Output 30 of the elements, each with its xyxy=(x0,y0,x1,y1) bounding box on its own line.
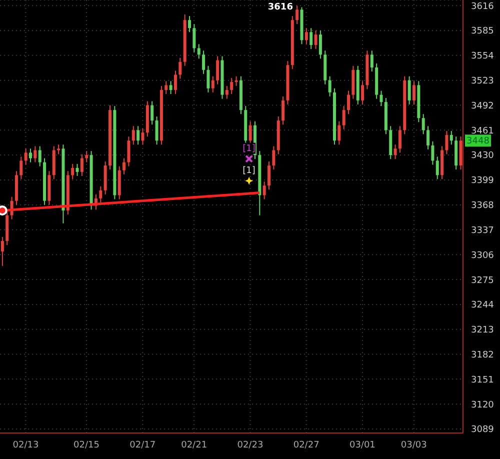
y-tick-label: 3492 xyxy=(471,101,494,112)
x-tick-label: 02/23 xyxy=(237,440,264,450)
x-tick-label: 03/01 xyxy=(349,440,376,450)
y-tick-label: 3182 xyxy=(471,350,494,360)
y-tick-label: 3554 xyxy=(471,52,494,62)
y-tick-label: 3523 xyxy=(471,76,494,87)
x-tick-label: 03/03 xyxy=(400,440,427,450)
annotation: [1] xyxy=(242,166,256,176)
x-tick-label: 02/17 xyxy=(130,440,156,450)
y-tick-label: 3151 xyxy=(471,375,494,386)
x-tick-label: 02/13 xyxy=(12,440,39,450)
x-tick-label: 02/15 xyxy=(74,440,100,450)
y-tick-label: 3368 xyxy=(471,201,494,212)
x-tick-label: 02/27 xyxy=(293,440,320,450)
x-tick-label: 02/21 xyxy=(181,440,208,450)
y-tick-label: 3585 xyxy=(471,26,494,37)
y-tick-label: 3213 xyxy=(471,326,494,336)
y-tick-label: 3120 xyxy=(471,400,494,410)
y-tick-label: 3089 xyxy=(471,425,494,436)
y-tick-label: 3399 xyxy=(471,176,494,186)
y-tick-label: 3616 xyxy=(471,2,494,12)
text: 3448 xyxy=(466,136,490,147)
y-tick-label: 3306 xyxy=(471,250,494,261)
y-tick-label: 3275 xyxy=(471,276,494,286)
y-tick-label: 3244 xyxy=(471,300,494,311)
annotation: [1] xyxy=(242,144,256,154)
y-tick-label: 3337 xyxy=(471,226,494,236)
y-tick-label: 3430 xyxy=(471,151,494,162)
annotation: 3616 xyxy=(268,2,293,13)
y-tick-label: 3461 xyxy=(471,126,494,136)
